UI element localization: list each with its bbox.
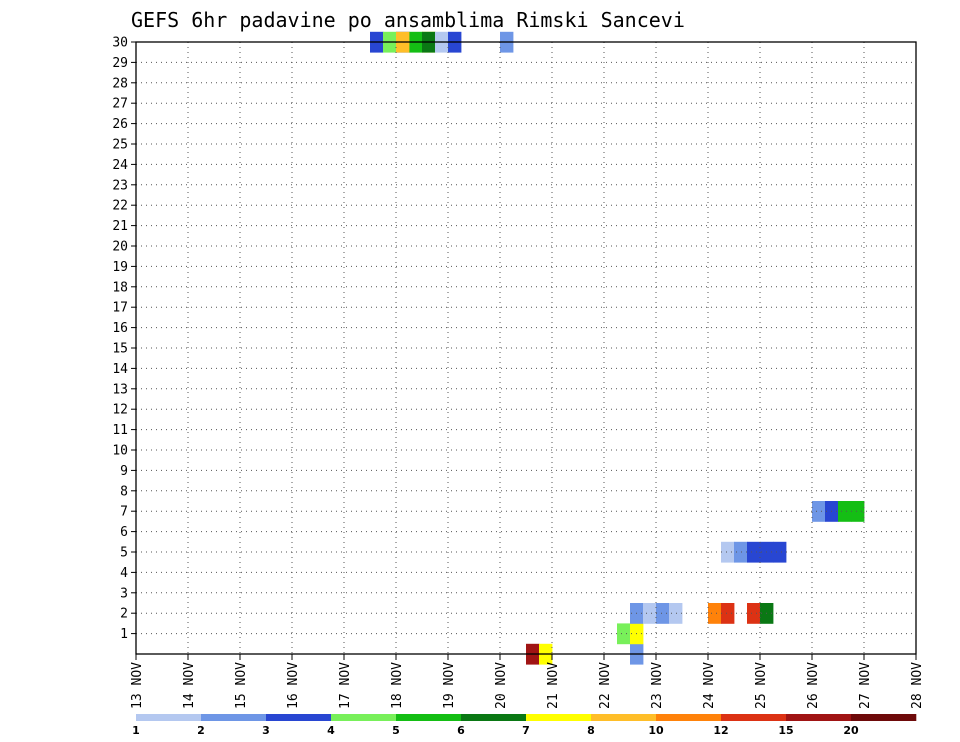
x-tick-label: 22 NOV: [598, 662, 613, 709]
x-tick-label: 17 NOV: [338, 662, 353, 709]
x-tick-label: 21 NOV: [546, 662, 561, 709]
y-tick-label: 2: [120, 607, 128, 622]
chart-title: GEFS 6hr padavine po ansamblima Rimski S…: [131, 8, 685, 32]
legend-label: 2: [197, 724, 205, 737]
y-tick-label: 8: [120, 484, 128, 499]
legend-label: 1: [132, 724, 140, 737]
legend-label: 10: [648, 724, 664, 737]
legend-label: 4: [327, 724, 335, 737]
y-tick-label: 17: [112, 301, 128, 316]
heatmap-cell: [617, 623, 631, 645]
heatmap-cell: [838, 501, 852, 522]
legend-swatch: [591, 714, 657, 721]
legend-label: 20: [843, 724, 859, 737]
y-tick-label: 22: [112, 199, 128, 214]
legend-swatch: [136, 714, 202, 721]
y-tick-label: 9: [120, 464, 128, 479]
y-tick-label: 14: [112, 362, 128, 377]
legend-label: 8: [587, 724, 595, 737]
legend-label: 12: [713, 724, 728, 737]
x-tick-label: 24 NOV: [702, 662, 717, 709]
heatmap-cell: [669, 603, 683, 624]
heatmap-cell: [812, 501, 826, 522]
x-tick-label: 15 NOV: [234, 662, 249, 709]
y-tick-label: 19: [112, 260, 128, 275]
y-tick-label: 20: [112, 240, 128, 255]
heatmap-cells: [370, 31, 865, 665]
y-tick-label: 26: [112, 117, 128, 132]
y-tick-label: 5: [120, 546, 128, 561]
y-tick-label: 18: [112, 280, 128, 295]
x-tick-label: 25 NOV: [754, 662, 769, 709]
color-legend: 1 2 3 4 5 6 7 8 10 12 15 20: [132, 714, 917, 737]
y-tick-label: 3: [120, 586, 128, 601]
y-axis: 1234567891011121314151617181920212223242…: [112, 36, 136, 642]
heatmap-cell: [656, 603, 670, 624]
legend-swatch: [851, 714, 917, 721]
y-tick-label: 10: [112, 444, 128, 459]
legend-swatch: [786, 714, 852, 721]
legend-swatch: [721, 714, 787, 721]
x-tick-label: 13 NOV: [130, 662, 145, 709]
legend-label: 7: [522, 724, 530, 737]
y-tick-label: 23: [112, 178, 128, 193]
legend-swatch: [396, 714, 462, 721]
heatmap-cell: [721, 541, 735, 563]
gridlines: [135, 41, 917, 654]
legend-label: 15: [778, 724, 793, 737]
x-tick-label: 27 NOV: [858, 662, 873, 709]
y-tick-label: 21: [112, 219, 128, 234]
y-tick-label: 6: [120, 525, 128, 540]
y-tick-label: 15: [112, 342, 128, 357]
heatmap-cell: [734, 541, 748, 563]
legend-swatch: [461, 714, 527, 721]
y-tick-label: 28: [112, 76, 128, 91]
legend-swatch: [201, 714, 267, 721]
x-tick-label: 16 NOV: [286, 662, 301, 709]
y-tick-label: 1: [120, 627, 128, 642]
heatmap-cell: [747, 541, 761, 563]
y-tick-label: 13: [112, 382, 128, 397]
y-tick-label: 16: [112, 321, 128, 336]
y-tick-label: 27: [112, 97, 128, 112]
legend-swatch: [656, 714, 722, 721]
x-tick-label: 18 NOV: [390, 662, 405, 709]
x-axis: 13 NOV 14 NOV 15 NOV 16 NOV 17 NOV 18 NOV 19 N…: [130, 654, 925, 709]
legend-label: 5: [392, 724, 400, 737]
legend-swatch: [526, 714, 592, 721]
x-tick-label: 19 NOV: [442, 662, 457, 709]
y-tick-label: 11: [112, 423, 128, 438]
x-tick-label: 23 NOV: [650, 662, 665, 709]
y-tick-label: 4: [120, 566, 128, 581]
y-tick-label: 24: [112, 158, 128, 173]
heatmap-cell: [747, 603, 761, 624]
legend-swatch: [331, 714, 397, 721]
heatmap-cell: [773, 541, 787, 563]
x-tick-label: 14 NOV: [182, 662, 197, 709]
x-tick-label: 28 NOV: [910, 662, 925, 709]
legend-label: 6: [457, 724, 465, 737]
heatmap-cell: [708, 603, 722, 624]
heatmap-cell: [721, 603, 735, 624]
heatmap-cell: [643, 603, 657, 624]
y-tick-label: 7: [120, 505, 128, 520]
y-tick-label: 25: [112, 138, 128, 153]
legend-swatch: [266, 714, 332, 721]
heatmap-cell: [851, 501, 865, 522]
y-tick-label: 12: [112, 403, 128, 418]
y-tick-label: 30: [112, 36, 128, 51]
x-tick-label: 26 NOV: [806, 662, 821, 709]
legend-label: 3: [262, 724, 270, 737]
x-tick-label: 20 NOV: [494, 662, 509, 709]
y-tick-label: 29: [112, 56, 128, 71]
